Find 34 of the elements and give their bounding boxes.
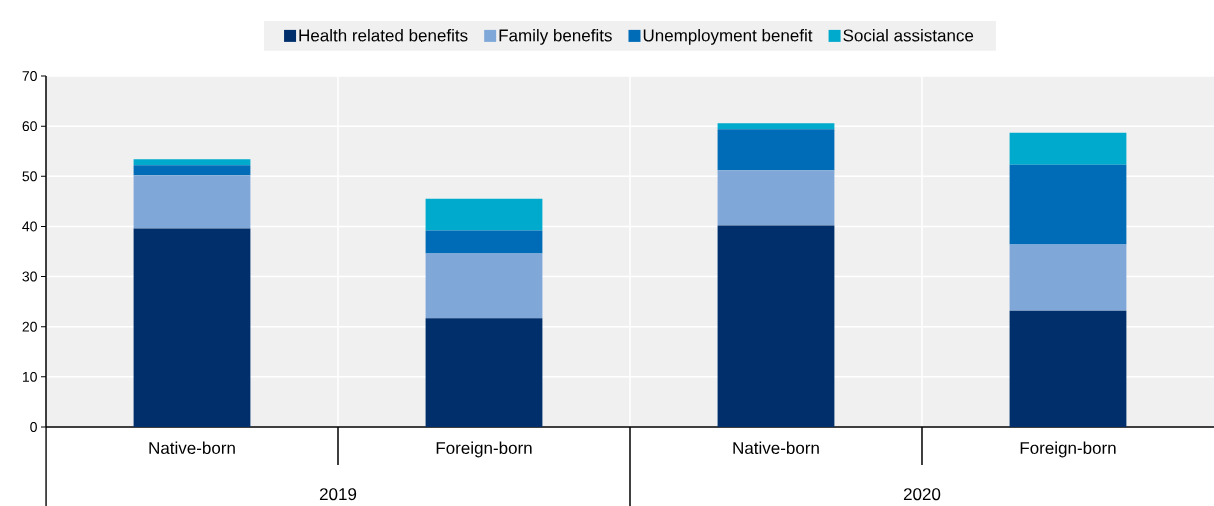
x-tick-label: Native-born	[733, 441, 819, 455]
y-tick-label: 40	[22, 221, 37, 232]
bar	[133, 175, 251, 229]
y-tick-label: 20	[22, 321, 37, 332]
bar	[133, 228, 251, 427]
x-tick-label: Foreign-born	[1020, 441, 1116, 458]
bar	[1009, 244, 1127, 311]
bar	[1009, 310, 1127, 427]
bar	[717, 225, 835, 427]
legend-label: Health related benefits	[299, 28, 468, 42]
legend-label: Family benefits	[499, 28, 612, 45]
y-tick-label: 0	[30, 422, 37, 432]
bar	[717, 123, 835, 130]
legend-label: Social assistance	[843, 28, 974, 42]
bar	[425, 318, 543, 427]
bar	[1009, 164, 1127, 245]
text: 2020	[903, 488, 941, 501]
y-tick-label: 10	[22, 371, 37, 382]
bar	[717, 170, 835, 226]
legend-label: Unemployment benefit	[643, 28, 813, 45]
y-tick-label: 30	[22, 271, 37, 282]
x-tick-label: Native-born	[149, 441, 235, 455]
bar	[133, 165, 251, 176]
y-tick-label: 70	[22, 71, 37, 81]
x-tick-label: Foreign-born	[436, 441, 532, 458]
y-tick-label: 60	[22, 121, 37, 132]
bar	[133, 159, 251, 166]
text: 2019	[319, 488, 357, 501]
bar	[717, 129, 835, 171]
bar	[1009, 132, 1127, 165]
y-tick-label: 50	[22, 171, 37, 182]
bar	[425, 253, 543, 319]
bar	[425, 198, 543, 231]
bar	[425, 230, 543, 254]
